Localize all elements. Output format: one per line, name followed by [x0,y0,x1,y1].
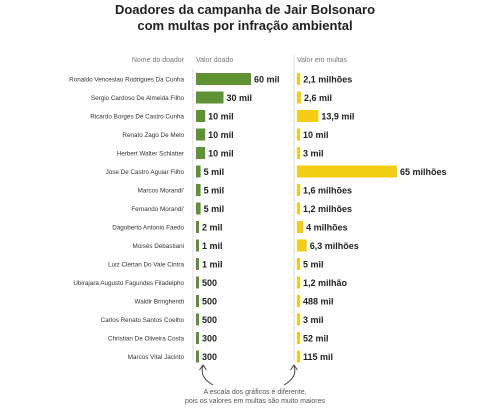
donation-label: 500 [202,315,217,325]
donation-bar [196,239,199,252]
donor-name: Marcos Vital Jacinto [128,354,185,361]
fine-bar [297,202,300,215]
fine-label: 3 mil [303,149,324,159]
donor-name: Moisés Debastiani [133,243,184,250]
donor-name: Waldir Bringhentti [135,299,184,306]
fine-label: 2,6 mil [304,93,332,103]
fine-label: 1,2 milhões [303,204,352,214]
fine-label: 6,3 milhões [310,241,359,251]
fine-label: 10 mil [303,130,329,140]
donor-name: Sergio Cardoso De Almeida Filho [91,95,185,102]
donation-label: 5 mil [204,186,225,196]
fine-label: 52 mil [303,334,329,344]
donation-column-header: Valor doado [196,57,233,64]
fine-bar [297,239,307,252]
fine-label: 5 mil [303,260,324,270]
fine-label: 13,9 mil [321,112,354,122]
fine-label: 65 milhões [400,167,447,177]
donation-bar [196,184,201,196]
right-arrow-head [290,364,298,371]
donor-name: Marcos Morandi' [138,188,184,195]
scale-note-line-2: pois os valores em multas são muito maio… [184,398,326,405]
fine-bar [297,350,300,363]
donation-label: 300 [202,334,217,344]
fine-label: 1,2 milhão [303,278,348,288]
title-line-2: com multas por infração ambiental [137,18,353,33]
fine-label: 4 milhões [306,223,348,233]
donation-label: 30 mil [227,93,253,103]
fine-bar [297,184,300,196]
left-pointer-arrow [201,365,214,386]
donation-label: 10 mil [208,112,234,122]
donation-label: 500 [202,278,217,288]
fine-label: 1,6 milhões [303,186,352,196]
donor-name: Luiz Clertan Do Vale Cintra [108,262,184,269]
fine-bar [297,110,319,122]
scale-note-line-1: A escala dos gráficos é diferente, [203,389,307,396]
donor-name: Jose De Castro Aguiar Filho [106,169,185,176]
donation-label: 10 mil [208,130,234,140]
donor-name: Renato Zago De Melo [122,132,184,139]
chart-title: Doadores da campanha de Jair Bolsonaro c… [0,2,490,34]
fine-label: 488 mil [303,297,334,307]
donor-name: Herbert Walter Schlatter [117,151,184,158]
fine-label: 3 mil [303,315,324,325]
donation-bar [196,110,206,122]
donor-name: Dagoberto Antonio Faedo [112,225,184,232]
donation-bar [196,350,199,363]
donation-label: 1 mil [202,260,223,270]
donor-name: Ricardo Borges De Castro Cunha [90,114,184,121]
fine-column-header: Valor em multas [297,57,348,64]
donation-bar [196,147,206,159]
donation-bar [196,91,224,104]
donation-bar [196,295,199,307]
donation-label: 2 mil [202,223,223,233]
fine-label: 2,1 milhões [303,75,352,85]
donation-label: 1 mil [202,241,223,251]
donation-bar [196,313,199,326]
fine-bar [297,295,300,307]
donation-bar [196,221,199,233]
fine-bar [297,258,300,270]
fine-bar [297,332,300,344]
donation-bar [196,165,201,178]
donation-bar [196,258,199,270]
fine-label: 115 mil [303,352,333,362]
fine-bar [297,147,300,159]
donation-label: 500 [202,297,217,307]
fine-bar [297,73,301,85]
donation-label: 60 mil [254,75,280,85]
fine-bar [297,91,301,104]
left-arrow-head [199,364,207,371]
fine-bar [297,276,300,289]
donation-label: 300 [202,352,217,362]
donation-bar [196,276,199,289]
donation-label: 5 mil [204,204,225,214]
fine-bar [297,165,397,178]
right-pointer-arrow [283,365,296,386]
fine-bar [297,221,304,233]
donation-bar [196,202,201,215]
title-line-1: Doadores da campanha de Jair Bolsonaro [114,2,376,17]
fine-bar [297,313,300,326]
donation-bar [196,128,206,141]
donation-bar [196,332,199,344]
donor-name: Fernando Morandi' [131,206,184,213]
scale-note: A escala dos gráficos é diferente, pois … [150,388,360,406]
fine-bar [297,128,300,141]
donor-name: Ubirajara Augusto Fagundes Filadelpho [73,280,184,287]
donation-label: 5 mil [204,167,225,177]
donor-name: Carlos Renato Santos Coelho [101,317,185,324]
donor-name: Christian De Oliveira Costa [108,336,184,343]
donation-bar [196,73,251,85]
donation-label: 10 mil [208,149,234,159]
donor-name: Ronaldo Venceslau Rodrigues Da Cunha [69,77,184,84]
names-column-header: Nome do doador [132,57,185,64]
